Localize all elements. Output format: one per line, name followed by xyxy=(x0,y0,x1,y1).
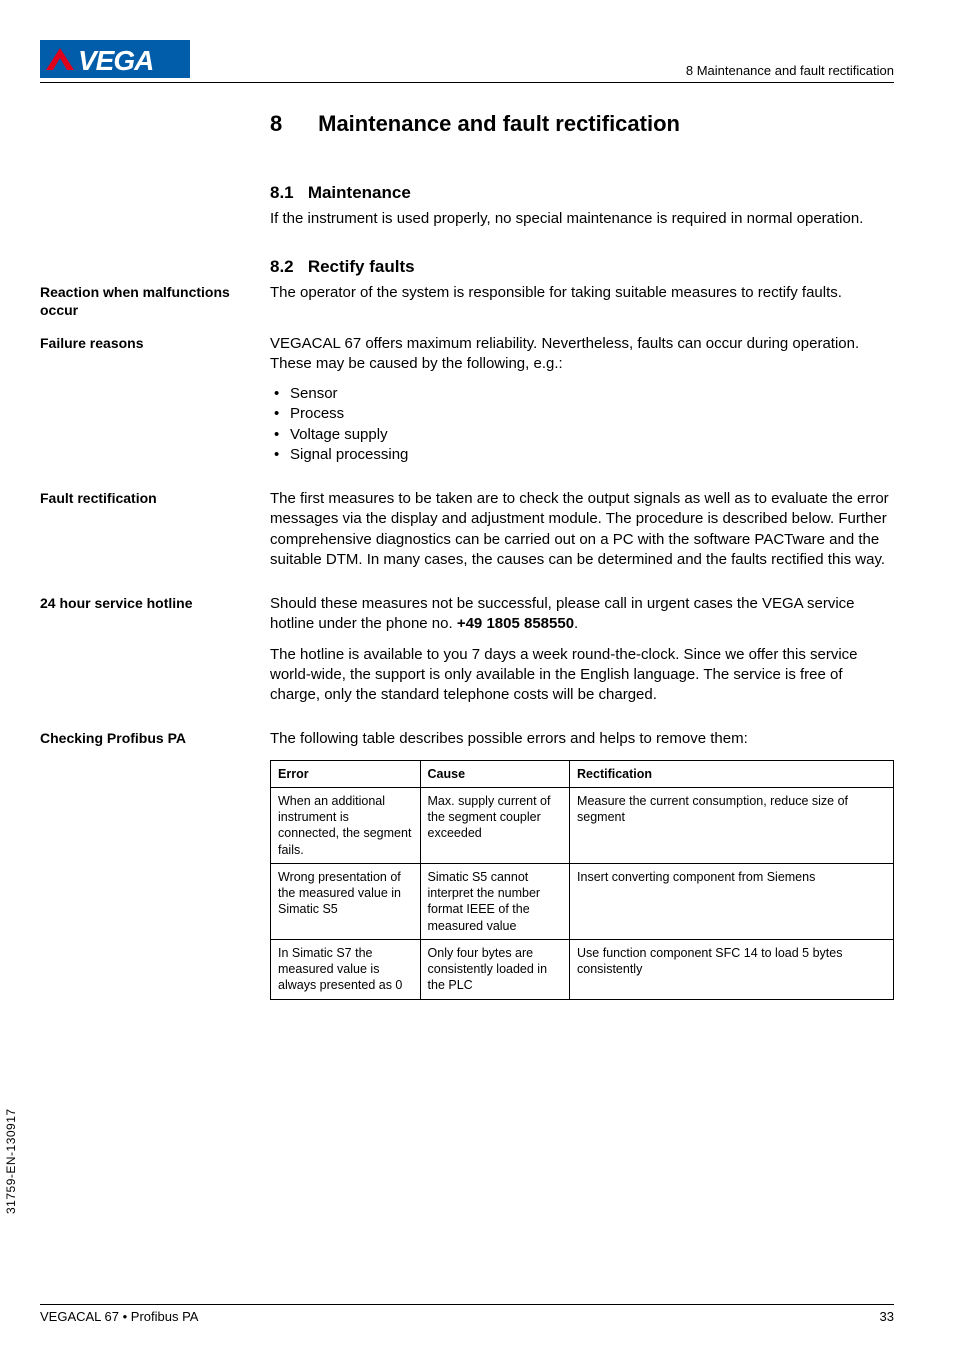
footer-page-number: 33 xyxy=(880,1309,894,1324)
th-error: Error xyxy=(271,760,421,787)
th-rect: Rectification xyxy=(570,760,894,787)
subsection-8-1: 8.1 Maintenance xyxy=(270,183,894,203)
td: Simatic S5 cannot interpret the number f… xyxy=(420,863,570,939)
footer-left: VEGACAL 67 • Profibus PA xyxy=(40,1309,198,1324)
header-section-label: 8 Maintenance and fault rectification xyxy=(686,63,894,78)
para-reaction: The operator of the system is responsibl… xyxy=(270,283,894,303)
bullet-sensor: Sensor xyxy=(274,384,894,404)
para-hotline-1: Should these measures not be successful,… xyxy=(270,594,894,635)
td: Max. supply current of the segment coupl… xyxy=(420,787,570,863)
para-profibus: The following table describes possible e… xyxy=(270,729,894,749)
td: Use function component SFC 14 to load 5 … xyxy=(570,939,894,999)
table-row: In Simatic S7 the measured value is alwa… xyxy=(271,939,894,999)
title-text: Maintenance and fault rectification xyxy=(318,111,680,136)
td: Wrong presentation of the measured value… xyxy=(271,863,421,939)
para-8-1: If the instrument is used properly, no s… xyxy=(270,209,894,229)
title-number: 8 xyxy=(270,111,312,137)
sidehead-profibus: Checking Profibus PA xyxy=(40,729,254,747)
main-title: 8 Maintenance and fault rectification xyxy=(270,111,894,137)
sub-num: 8.1 xyxy=(270,183,294,202)
subsection-8-2: 8.2 Rectify faults xyxy=(270,257,894,277)
th-cause: Cause xyxy=(420,760,570,787)
sidehead-failure: Failure reasons xyxy=(40,334,254,352)
para-failure: VEGACAL 67 offers maximum reliability. N… xyxy=(270,334,894,375)
para-hotline-2: The hotline is available to you 7 days a… xyxy=(270,645,894,706)
sub-head-2: Rectify faults xyxy=(308,257,415,276)
td: When an additional instrument is connect… xyxy=(271,787,421,863)
sub-head: Maintenance xyxy=(308,183,411,202)
table-header-row: Error Cause Rectification xyxy=(271,760,894,787)
sidehead-fault: Fault rectification xyxy=(40,489,254,507)
bullet-voltage: Voltage supply xyxy=(274,425,894,445)
td: Measure the current consumption, reduce … xyxy=(570,787,894,863)
document-code: 31759-EN-130917 xyxy=(4,1108,18,1214)
td: Insert converting component from Siemens xyxy=(570,863,894,939)
td: In Simatic S7 the measured value is alwa… xyxy=(271,939,421,999)
vega-logo: VEGA xyxy=(40,40,190,78)
table-row: Wrong presentation of the measured value… xyxy=(271,863,894,939)
hotline-number: +49 1805 858550 xyxy=(457,615,574,632)
failure-bullets: Sensor Process Voltage supply Signal pro… xyxy=(270,384,894,465)
sidehead-hotline: 24 hour service hotline xyxy=(40,594,254,612)
svg-text:VEGA: VEGA xyxy=(78,45,153,76)
para-fault: The first measures to be taken are to ch… xyxy=(270,489,894,570)
sub-num-2: 8.2 xyxy=(270,257,294,276)
error-table: Error Cause Rectification When an additi… xyxy=(270,760,894,1000)
sidehead-reaction: Reaction when malfunctions occur xyxy=(40,283,254,319)
td: Only four bytes are consistently loaded … xyxy=(420,939,570,999)
table-row: When an additional instrument is connect… xyxy=(271,787,894,863)
bullet-process: Process xyxy=(274,404,894,424)
bullet-signal: Signal processing xyxy=(274,445,894,465)
